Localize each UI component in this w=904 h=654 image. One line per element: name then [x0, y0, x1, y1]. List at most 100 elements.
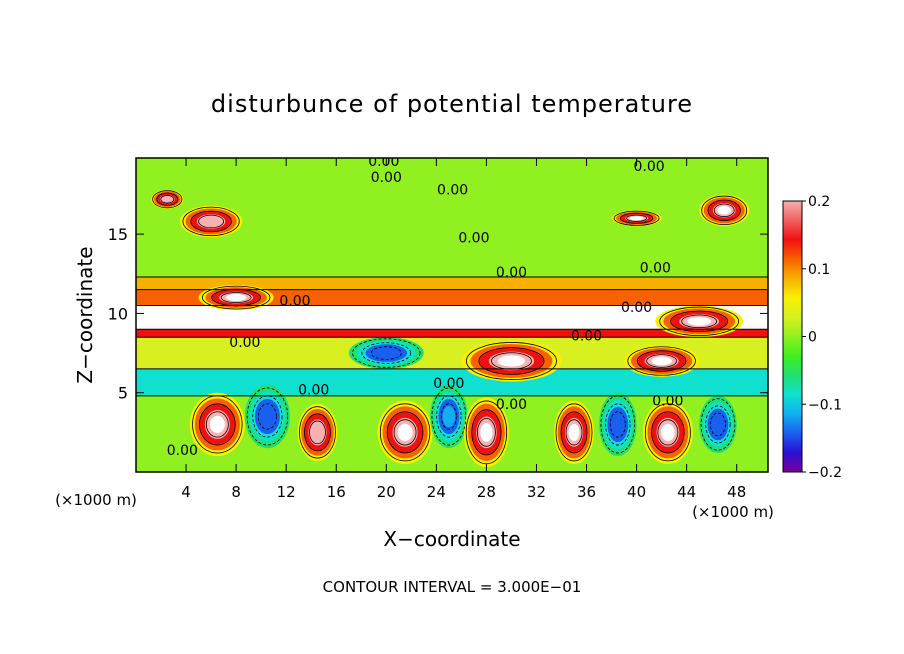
contour-line: [199, 403, 236, 446]
contour-line: [257, 403, 277, 430]
blob-7: [599, 392, 637, 457]
contour-line: [701, 195, 748, 226]
contour-label: 0.00: [229, 335, 260, 351]
contour-line: [710, 412, 726, 437]
blob-14: [198, 284, 274, 311]
contour-line: [555, 403, 593, 462]
blob-6: [553, 400, 595, 465]
y-tick-label: 15: [108, 225, 128, 244]
contour-line: [440, 403, 457, 430]
contour-line: [160, 195, 175, 204]
contour-line: [627, 346, 696, 376]
contour-line: [646, 354, 678, 368]
x-tick-label: 16: [327, 483, 346, 501]
x-tick-label: 4: [181, 483, 191, 501]
blob-16: [461, 340, 562, 382]
colorbar: 0.2 0.1 0 −0.1 −0.2: [782, 194, 842, 481]
contour-line: [299, 406, 336, 459]
contour-label: 0.00: [298, 383, 329, 399]
contour-line: [713, 203, 735, 218]
x-tick-label: 24: [427, 483, 446, 501]
contour-layer: [136, 190, 768, 465]
contour-label: 0.00: [652, 394, 683, 410]
band-6: [136, 276, 768, 290]
blob-13: [699, 194, 750, 227]
contour-line: [605, 403, 631, 446]
contour-line: [471, 409, 502, 456]
contour-label: 0.00: [634, 159, 665, 175]
contour-line: [560, 411, 588, 454]
band-4: [136, 305, 768, 330]
colorbar-tick-label: −0.1: [808, 397, 842, 413]
blob-11: [179, 205, 243, 238]
contour-line: [393, 419, 417, 446]
x-tick-label: 40: [627, 483, 646, 501]
x-tick-label: 8: [231, 483, 241, 501]
blob-12: [611, 210, 662, 227]
blob-10: [151, 189, 184, 209]
contour-label: 0.00: [621, 300, 652, 316]
contour-line: [465, 342, 557, 380]
contour-line: [352, 338, 421, 368]
contour-line: [613, 210, 660, 226]
contour-line: [636, 350, 687, 372]
x-unit-label-right: (×1000 m): [692, 503, 774, 521]
contour-label: 0.00: [279, 294, 310, 310]
x-tick-label: 28: [477, 483, 496, 501]
plot-area: 0.000.000.000.000.000.00 0.000.00 0.000.00…: [136, 154, 768, 472]
blob-9: [699, 395, 737, 453]
band-5: [136, 289, 768, 306]
contour-line: [220, 292, 252, 304]
contour-line: [201, 285, 271, 310]
x-tick-label: 48: [727, 483, 746, 501]
colorbar-tick-label: 0: [808, 330, 817, 346]
y-axis-label: Z−coordinate: [73, 246, 97, 383]
colorbar-tick-label: 0.2: [808, 194, 830, 210]
contour-line: [156, 192, 179, 206]
contour-line: [379, 403, 431, 462]
contour-line: [681, 314, 718, 329]
contour-label: 0.00: [571, 329, 602, 345]
colorbar-fill: [783, 201, 802, 472]
blob-4: [430, 384, 468, 449]
contour-line: [700, 398, 736, 451]
contour-line: [431, 387, 467, 446]
contour-label: 0.00: [167, 443, 198, 459]
y-tick-label: 10: [108, 304, 128, 323]
contour-line: [565, 419, 583, 446]
colorbar-ticks: 0.2 0.1 0 −0.1 −0.2: [802, 194, 842, 481]
contour-line: [182, 206, 240, 237]
contour-line: [304, 413, 331, 452]
plot-frame: [135, 157, 769, 473]
contour-line: [707, 199, 741, 222]
x-tick-label: 32: [527, 483, 546, 501]
chart-title: disturbunce of potential temperature: [211, 90, 693, 118]
band-3: [136, 329, 768, 338]
contour-label: 0.00: [496, 265, 527, 281]
contour-label: 0.00: [433, 376, 464, 392]
contour-label: 0.00: [640, 260, 671, 276]
blob-layer: [151, 189, 750, 468]
contour-label: 0.00: [371, 170, 402, 186]
x-tick-label: 12: [277, 483, 296, 501]
contour-line: [478, 347, 545, 375]
contour-label: 0.00: [368, 154, 399, 170]
contour-line: [370, 346, 402, 360]
contour-line: [252, 395, 283, 438]
contour-line: [657, 419, 679, 446]
y-tick-label: 5: [118, 384, 128, 403]
x-tick-label: 44: [677, 483, 696, 501]
blob-5: [463, 397, 509, 468]
contour-line: [361, 342, 412, 364]
contour-line: [644, 403, 691, 462]
y-axis: 5 10 15: [108, 225, 768, 403]
contour-interval-text: CONTOUR INTERVAL = 3.000E−01: [323, 578, 582, 596]
contour-line: [152, 190, 183, 209]
contour-line: [619, 212, 654, 224]
contour-line: [477, 417, 496, 447]
x-axis: 4 8 12 16 20 24 28 32 36 40 44 48: [181, 158, 746, 501]
contour-line: [190, 210, 232, 233]
blob-0: [189, 392, 245, 457]
contour-line: [609, 411, 626, 438]
